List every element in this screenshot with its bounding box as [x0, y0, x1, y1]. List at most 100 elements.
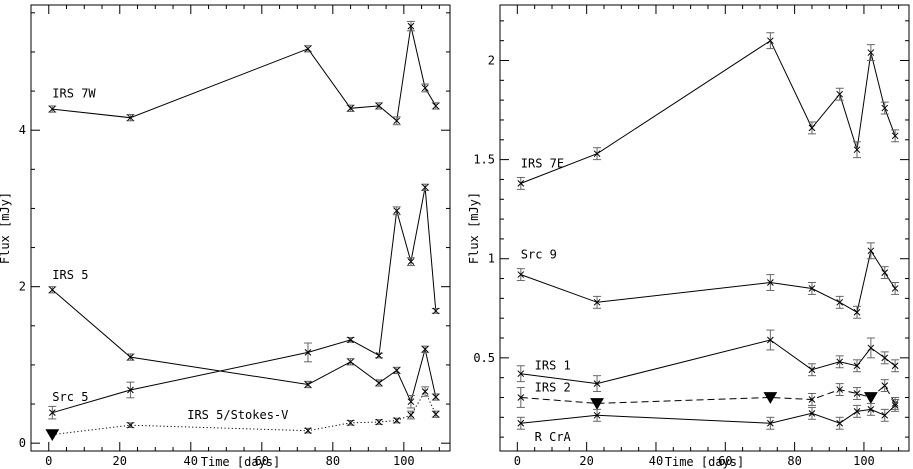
series-line [51, 289, 437, 404]
x-tick-label: 100 [393, 454, 415, 468]
upper-limit-marker [45, 429, 60, 441]
data-point [593, 380, 601, 387]
data-point [421, 183, 429, 191]
data-point [881, 411, 889, 419]
data-point [767, 336, 774, 344]
data-point [767, 37, 774, 45]
x-tick-label: 60 [255, 454, 269, 468]
y-tick-label: 1.5 [473, 153, 495, 167]
data-point [48, 409, 56, 417]
data-point [407, 258, 415, 265]
x-tick-label: 0 [514, 454, 521, 468]
x-axis-label: Time [days] [665, 455, 744, 469]
data-point [304, 381, 312, 388]
data-point [304, 45, 312, 53]
series-src-9: Src 9 [516, 242, 900, 319]
series-line [520, 39, 896, 184]
upper-limit-marker [863, 392, 878, 404]
data-point [375, 102, 383, 110]
x-tick-label: 80 [787, 454, 801, 468]
data-point [421, 345, 429, 353]
data-point [891, 132, 899, 140]
series-line [52, 187, 437, 414]
data-point [393, 367, 401, 374]
data-point [304, 349, 312, 356]
series-label: IRS 5 [52, 268, 88, 282]
data-point [767, 279, 774, 286]
x-tick-label: 100 [853, 454, 875, 468]
data-point [808, 285, 816, 292]
data-point [407, 22, 415, 30]
data-point [836, 298, 844, 306]
series-label: IRS 5/Stokes-V [187, 408, 288, 422]
data-point [836, 419, 844, 427]
series-label: Src 9 [521, 248, 557, 262]
series-src-5: Src 5 [48, 183, 440, 420]
data-point [347, 358, 354, 366]
data-point [432, 410, 440, 418]
y-tick-label: 4 [19, 123, 26, 137]
data-point [808, 396, 816, 403]
data-point [517, 394, 525, 401]
plot-frame [499, 4, 910, 452]
data-point [867, 49, 875, 56]
x-axis-label: Time [days] [201, 455, 280, 469]
data-point [767, 419, 774, 427]
data-point [517, 419, 525, 427]
y-tick-label: 1 [488, 252, 495, 266]
data-point [853, 308, 861, 316]
y-tick-label: 2 [488, 54, 495, 68]
x-tick-label: 20 [113, 454, 127, 468]
chart-panel-1: 0 20 40 60 80 100 0 2 4 Time [days] Flux [mJy] IRS … [0, 4, 451, 469]
series-line [520, 339, 896, 385]
series-line [520, 405, 896, 424]
data-point [891, 402, 899, 409]
data-point [48, 105, 56, 113]
data-point [867, 247, 875, 255]
y-tick-label: 2 [19, 280, 26, 294]
data-point [304, 427, 312, 435]
x-tick-label: 80 [326, 454, 340, 468]
series-label: IRS 1 [535, 359, 571, 373]
data-point [48, 286, 56, 294]
data-point [891, 285, 899, 292]
data-point [347, 419, 354, 427]
data-point [808, 124, 816, 132]
x-tick-label: 0 [45, 454, 52, 468]
data-point [347, 104, 354, 112]
data-point [127, 353, 134, 361]
upper-limit-marker [590, 398, 604, 410]
data-point [836, 386, 844, 393]
data-point [432, 102, 440, 110]
data-point [836, 90, 844, 98]
data-point [347, 336, 354, 344]
data-point [808, 409, 816, 417]
data-point [432, 393, 440, 401]
y-axis-label: Flux [mJy] [467, 192, 481, 264]
x-tick-label: 20 [579, 454, 593, 468]
data-point [127, 386, 134, 394]
data-point [853, 408, 861, 415]
chart-panel-2: 0 20 40 60 80 100 0.5 1 1.5 2 Time [days] Flux [mJy… [467, 4, 910, 469]
data-point [836, 358, 844, 366]
series-irs-7e: IRS 7E [516, 32, 900, 190]
series-label: IRS 7W [52, 86, 96, 100]
data-point [891, 362, 899, 370]
x-tick-label: 40 [649, 454, 663, 468]
x-tick-label: 40 [184, 454, 198, 468]
x-tick-label: 60 [718, 454, 732, 468]
series-irs-5: IRS 5 [48, 268, 440, 409]
data-point [853, 146, 861, 154]
data-point [407, 411, 415, 419]
series-irs-7w: IRS 7W [48, 20, 440, 126]
data-point [517, 370, 525, 378]
data-point [881, 269, 889, 276]
series-label: R CrA [535, 430, 572, 444]
data-point [867, 344, 875, 352]
series-irs-2: IRS 2 [516, 379, 900, 410]
plot-frame [30, 4, 451, 452]
y-tick-label: 0 [19, 436, 26, 450]
data-point [867, 406, 875, 413]
data-point [881, 382, 889, 389]
